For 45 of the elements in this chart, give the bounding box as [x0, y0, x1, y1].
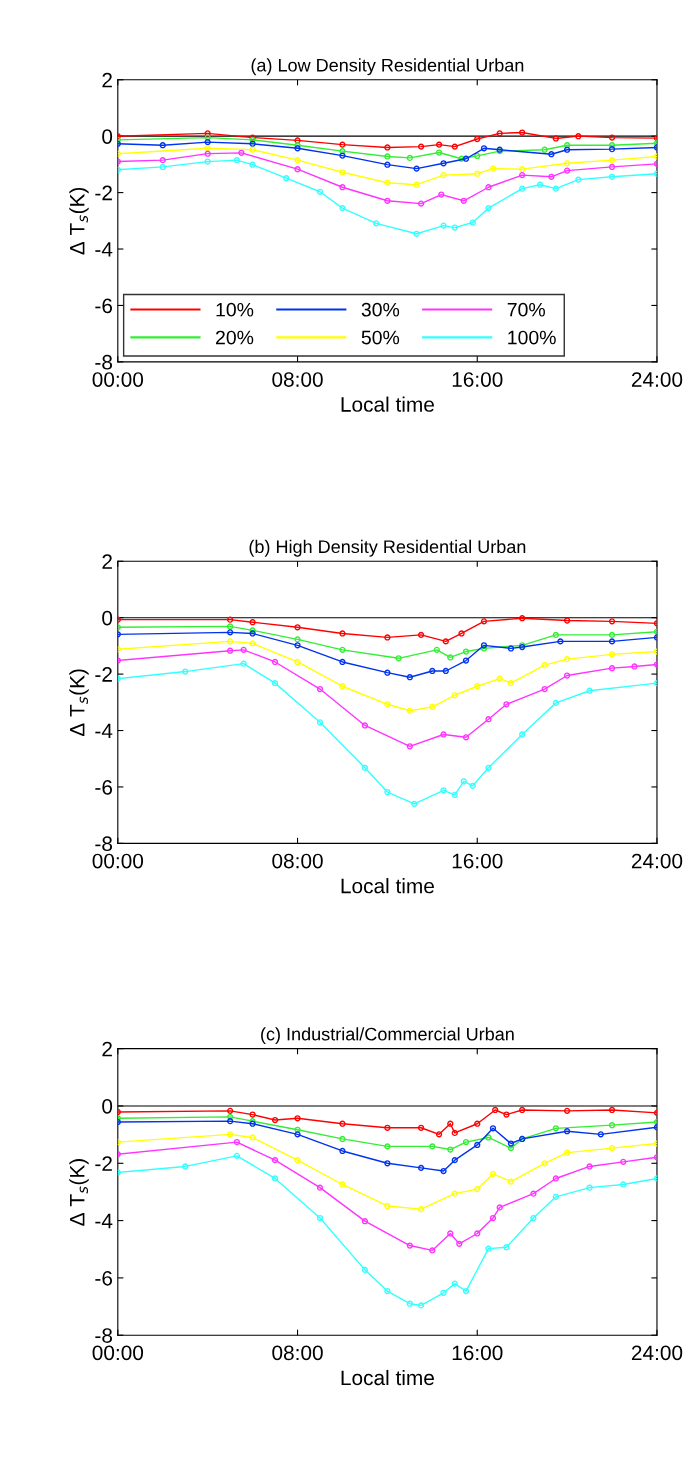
y-tick-label: -2	[95, 667, 112, 682]
x-tick-label: 24:00	[631, 1345, 683, 1361]
x-tick-label: 16:00	[452, 1345, 503, 1361]
y-tick-label: 2	[102, 1041, 112, 1057]
y-tick-label: -2	[95, 185, 112, 201]
x-tick-label: 08:00	[272, 853, 323, 869]
x-tick-label: 00:00	[92, 1345, 144, 1361]
x-tick-label: 08:00	[272, 1345, 323, 1361]
legend-label: 30%	[361, 302, 400, 317]
x-axis-title: Local time	[341, 1369, 434, 1386]
x-axis-title: Local time	[341, 396, 434, 412]
x-tick-label: 16:00	[452, 853, 503, 869]
y-tick-label: 0	[102, 610, 113, 626]
x-tick-label: 24:00	[631, 372, 683, 387]
y-tick-label: 2	[102, 72, 112, 88]
legend-label: 100%	[508, 330, 556, 345]
legend-label: 10%	[216, 302, 254, 317]
legend-label: 50%	[361, 330, 400, 345]
y-tick-label: 2	[102, 554, 112, 569]
y-tick-label: -8	[95, 836, 113, 852]
y-tick-label: 0	[102, 1098, 113, 1114]
chart-title: (c) Industrial/Commercial Urban	[261, 1027, 514, 1045]
y-tick-label: -8	[95, 1328, 113, 1343]
legend-label: 70%	[507, 302, 545, 317]
chart-title: (a) Low Density Residential Urban	[251, 58, 524, 76]
y-tick-label: -4	[95, 723, 113, 739]
y-tick-label: -6	[95, 1270, 113, 1286]
y-tick-label: -2	[95, 1156, 112, 1171]
y-tick-label: -6	[95, 779, 113, 795]
x-tick-label: 16:00	[452, 372, 503, 387]
y-tick-label: -4	[95, 1213, 113, 1229]
x-tick-label: 00:00	[92, 372, 144, 387]
y-axis-title: Δ T$_{s}$(K)	[69, 1159, 89, 1226]
x-tick-label: 00:00	[92, 853, 144, 869]
x-axis-title: Local time	[341, 878, 434, 894]
y-tick-label: -6	[95, 298, 113, 314]
x-tick-label: 24:00	[631, 853, 683, 869]
x-tick-label: 08:00	[272, 372, 323, 387]
y-tick-label: -4	[95, 242, 113, 257]
y-tick-label: 0	[102, 129, 113, 144]
y-tick-label: -8	[95, 354, 113, 370]
chart-title: (b) High Density Residential Urban	[249, 539, 526, 557]
legend-label: 20%	[216, 330, 254, 345]
y-axis-title: Δ T$_{s}$(K)	[69, 187, 89, 255]
y-axis-title: Δ T$_{s}$(K)	[69, 669, 89, 737]
